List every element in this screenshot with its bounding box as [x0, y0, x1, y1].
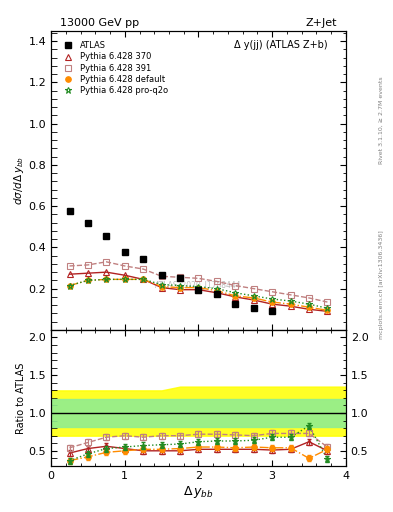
Pythia 6.428 default — [252, 295, 256, 301]
Pythia 6.428 default — [141, 276, 145, 283]
Pythia 6.428 pro-q2o — [307, 301, 311, 307]
ATLAS — [123, 248, 127, 254]
Pythia 6.428 370 — [123, 272, 127, 279]
Pythia 6.428 391 — [159, 273, 164, 280]
Text: Rivet 3.1.10, ≥ 2.7M events: Rivet 3.1.10, ≥ 2.7M events — [379, 77, 384, 164]
Pythia 6.428 370 — [104, 269, 109, 275]
Pythia 6.428 default — [325, 307, 330, 313]
Pythia 6.428 391 — [123, 263, 127, 269]
Text: mcplots.cern.ch [arXiv:1306.3436]: mcplots.cern.ch [arXiv:1306.3436] — [379, 231, 384, 339]
Pythia 6.428 default — [178, 285, 182, 291]
X-axis label: $\Delta\,y_{bb}$: $\Delta\,y_{bb}$ — [183, 483, 214, 500]
Pythia 6.428 370 — [67, 271, 72, 278]
Pythia 6.428 391 — [270, 289, 275, 295]
ATLAS — [252, 305, 256, 311]
Pythia 6.428 default — [67, 283, 72, 289]
ATLAS — [104, 233, 109, 239]
ATLAS — [233, 301, 238, 307]
ATLAS — [270, 308, 275, 314]
Pythia 6.428 391 — [325, 299, 330, 305]
Line: ATLAS: ATLAS — [66, 208, 275, 314]
Pythia 6.428 pro-q2o — [325, 305, 330, 311]
Pythia 6.428 391 — [252, 286, 256, 292]
ATLAS — [67, 208, 72, 215]
Pythia 6.428 default — [86, 278, 90, 284]
Pythia 6.428 370 — [307, 306, 311, 312]
Line: Pythia 6.428 370: Pythia 6.428 370 — [67, 269, 330, 314]
Pythia 6.428 391 — [104, 259, 109, 265]
Pythia 6.428 370 — [86, 270, 90, 276]
Pythia 6.428 370 — [270, 301, 275, 307]
Pythia 6.428 default — [159, 284, 164, 290]
Pythia 6.428 pro-q2o — [288, 298, 293, 304]
Line: Pythia 6.428 391: Pythia 6.428 391 — [67, 259, 330, 305]
Pythia 6.428 391 — [196, 275, 201, 282]
Pythia 6.428 370 — [159, 285, 164, 291]
Pythia 6.428 default — [196, 285, 201, 291]
Pythia 6.428 default — [270, 299, 275, 305]
Pythia 6.428 pro-q2o — [178, 283, 182, 289]
ATLAS — [141, 255, 145, 262]
Pythia 6.428 370 — [196, 287, 201, 293]
Pythia 6.428 pro-q2o — [141, 276, 145, 283]
Pythia 6.428 pro-q2o — [123, 276, 127, 283]
Pythia 6.428 370 — [252, 297, 256, 303]
Pythia 6.428 391 — [178, 274, 182, 281]
Pythia 6.428 391 — [141, 266, 145, 272]
Pythia 6.428 default — [233, 293, 238, 299]
Pythia 6.428 391 — [86, 262, 90, 268]
Pythia 6.428 pro-q2o — [233, 290, 238, 296]
ATLAS — [215, 291, 219, 297]
Pythia 6.428 370 — [178, 287, 182, 293]
Pythia 6.428 pro-q2o — [159, 282, 164, 288]
Y-axis label: $d\sigma/d\Delta\,y_{bb}$: $d\sigma/d\Delta\,y_{bb}$ — [12, 156, 26, 205]
Pythia 6.428 370 — [288, 303, 293, 309]
ATLAS — [159, 272, 164, 279]
Pythia 6.428 391 — [307, 295, 311, 301]
Pythia 6.428 default — [215, 288, 219, 294]
Pythia 6.428 370 — [215, 290, 219, 296]
Text: ATLAS_2020_I1788444: ATLAS_2020_I1788444 — [155, 281, 242, 290]
Line: Pythia 6.428 default: Pythia 6.428 default — [67, 276, 330, 313]
Pythia 6.428 391 — [215, 279, 219, 285]
Pythia 6.428 pro-q2o — [270, 296, 275, 302]
Pythia 6.428 default — [307, 304, 311, 310]
Pythia 6.428 pro-q2o — [215, 286, 219, 292]
Pythia 6.428 default — [104, 276, 109, 283]
Text: Δ y(jj) (ATLAS Z+b): Δ y(jj) (ATLAS Z+b) — [234, 40, 327, 50]
Pythia 6.428 370 — [233, 294, 238, 300]
Pythia 6.428 default — [123, 276, 127, 283]
Pythia 6.428 391 — [288, 292, 293, 298]
ATLAS — [86, 220, 90, 226]
ATLAS — [178, 275, 182, 282]
Pythia 6.428 pro-q2o — [196, 284, 201, 290]
Pythia 6.428 pro-q2o — [252, 293, 256, 299]
Pythia 6.428 pro-q2o — [67, 283, 72, 289]
Pythia 6.428 370 — [141, 276, 145, 283]
Line: Pythia 6.428 pro-q2o: Pythia 6.428 pro-q2o — [66, 276, 331, 312]
Text: Z+Jet: Z+Jet — [305, 18, 337, 28]
Pythia 6.428 370 — [325, 308, 330, 314]
Pythia 6.428 391 — [67, 263, 72, 269]
Pythia 6.428 default — [288, 301, 293, 307]
Legend: ATLAS, Pythia 6.428 370, Pythia 6.428 391, Pythia 6.428 default, Pythia 6.428 pr: ATLAS, Pythia 6.428 370, Pythia 6.428 39… — [57, 40, 170, 96]
Pythia 6.428 pro-q2o — [86, 278, 90, 284]
Text: 13000 GeV pp: 13000 GeV pp — [60, 18, 139, 28]
Pythia 6.428 391 — [233, 283, 238, 289]
Y-axis label: Ratio to ATLAS: Ratio to ATLAS — [16, 362, 26, 434]
Pythia 6.428 pro-q2o — [104, 276, 109, 283]
ATLAS — [196, 287, 201, 293]
